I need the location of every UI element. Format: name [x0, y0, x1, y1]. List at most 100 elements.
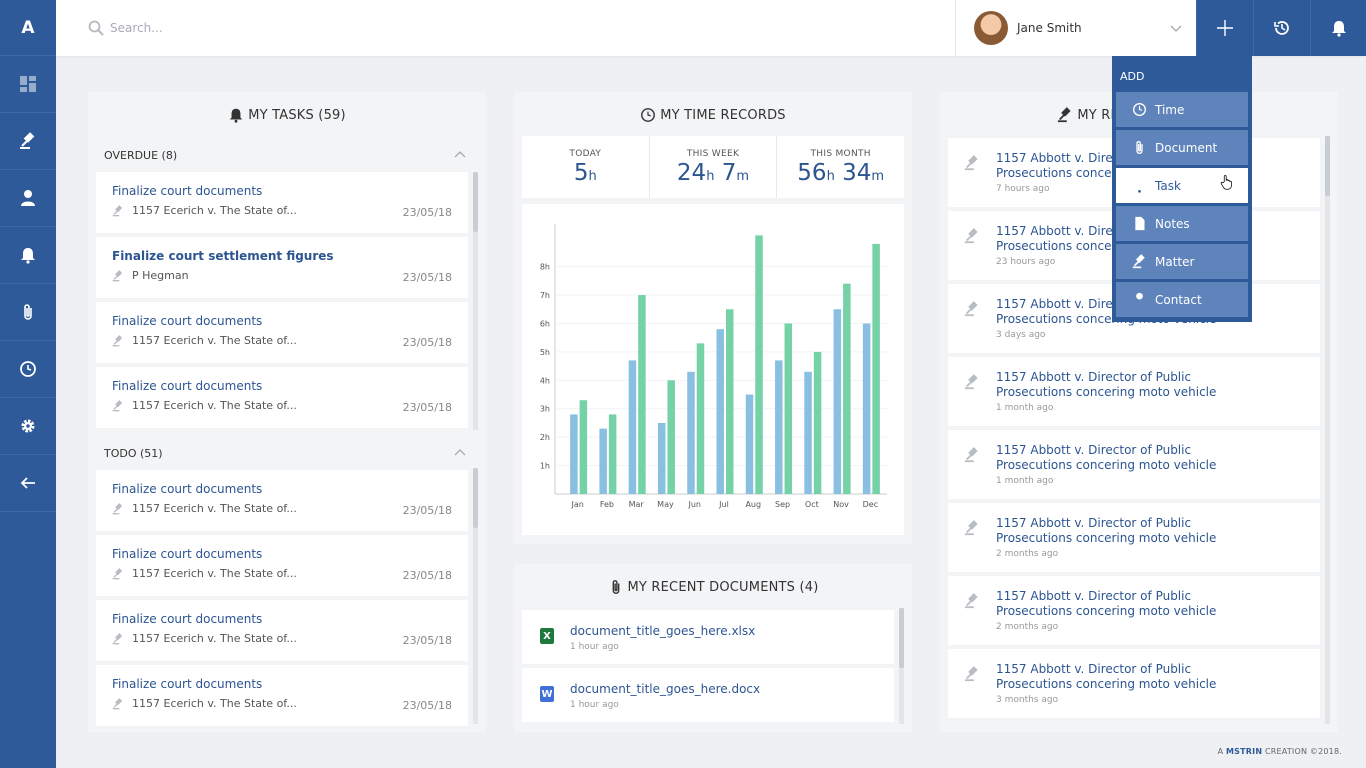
task-item[interactable]: Finalize court documents 1157 Ecerich v.…	[96, 535, 468, 596]
matter-item[interactable]: 1157 Abbott v. Director of Public Prosec…	[948, 503, 1320, 572]
plus-icon	[1217, 20, 1233, 36]
bar-blue-jun	[687, 371, 695, 494]
gavel-icon	[964, 447, 978, 463]
bar-blue-dec	[862, 323, 871, 494]
sidebar-item-settings[interactable]	[0, 398, 56, 455]
sidebar-item-time[interactable]	[0, 341, 56, 398]
task-item[interactable]: Finalize court documents 1157 Ecerich v.…	[96, 172, 468, 233]
task-matter: 1157 Ecerich v. The State of...	[132, 632, 297, 645]
bell-icon	[21, 248, 35, 264]
notifications-button[interactable]	[1310, 0, 1366, 56]
x-tick-label: May	[657, 500, 674, 509]
task-title[interactable]: Finalize court documents	[112, 314, 263, 328]
task-title[interactable]: Finalize court documents	[112, 482, 263, 496]
top-bar: Jane Smith	[56, 0, 1366, 56]
bell-icon	[1138, 190, 1141, 193]
task-item[interactable]: Finalize court documents 1157 Ecerich v.…	[96, 302, 468, 363]
add-menu-item-matter[interactable]: Matter	[1116, 244, 1248, 279]
sidebar: A	[0, 0, 56, 768]
document-list: X document_title_goes_here.xlsx 1 hour a…	[514, 610, 912, 722]
task-item[interactable]: Finalize court documents 1157 Ecerich v.…	[96, 470, 468, 531]
gavel-icon	[20, 132, 35, 149]
add-dropdown: ADD Time Document Task Notes Matter Contact	[1112, 56, 1252, 322]
matters-scroll-thumb[interactable]	[1325, 136, 1330, 196]
task-title[interactable]: Finalize court documents	[112, 547, 263, 561]
task-matter: 1157 Ecerich v. The State of...	[132, 697, 297, 710]
add-menu-item-task[interactable]: Task	[1116, 168, 1248, 203]
sidebar-item-documents[interactable]	[0, 284, 56, 341]
add-dropdown-header: ADD	[1120, 69, 1145, 83]
task-title[interactable]: Finalize court documents	[112, 677, 263, 691]
document-name[interactable]: document_title_goes_here.docx	[570, 682, 761, 696]
sidebar-item-tasks[interactable]	[0, 227, 56, 284]
history-button[interactable]	[1253, 0, 1310, 56]
matter-item[interactable]: 1157 Abbott v. Director of Public Prosec…	[948, 357, 1320, 426]
matter-time: 2 months ago	[996, 549, 1059, 559]
task-title[interactable]: Finalize court documents	[112, 184, 263, 198]
paperclip-icon	[612, 580, 619, 594]
chevron-up-icon	[454, 449, 466, 456]
sidebar-item-collapse[interactable]	[0, 455, 56, 512]
add-button[interactable]	[1196, 0, 1253, 56]
task-item[interactable]: Finalize court documents 1157 Ecerich v.…	[96, 600, 468, 661]
matter-item[interactable]: 1157 Abbott v. Director of Public Prosec…	[948, 430, 1320, 499]
task-date: 23/05/18	[402, 206, 452, 219]
x-tick-label: Jan	[570, 500, 583, 509]
gavel-icon	[112, 204, 123, 216]
gavel-icon	[112, 502, 123, 514]
overdue-scroll-thumb[interactable]	[473, 172, 478, 232]
add-menu-item-document[interactable]: Document	[1116, 130, 1248, 165]
task-date: 23/05/18	[402, 569, 452, 582]
task-item[interactable]: Finalize court settlement figures P Hegm…	[96, 237, 468, 298]
matter-title[interactable]: 1157 Abbott v. Director of Public Prosec…	[996, 516, 1217, 545]
overdue-group-header[interactable]: OVERDUE (8)	[88, 138, 486, 172]
document-item[interactable]: W document_title_goes_here.docx 1 hour a…	[522, 668, 894, 722]
sidebar-item-matters[interactable]	[0, 113, 56, 170]
task-title[interactable]: Finalize court documents	[112, 612, 263, 626]
user-menu[interactable]: Jane Smith	[955, 0, 1196, 56]
matter-item[interactable]: 1157 Abbott v. Director of Public Prosec…	[948, 649, 1320, 718]
task-title[interactable]: Finalize court settlement figures	[112, 249, 334, 263]
time-bar-chart: 1h 2h 3h 4h 5h 6h 7h 8h Jan Feb Mar May Jun Jul Aug Sep…	[540, 224, 887, 509]
add-menu-item-contact[interactable]: Contact	[1116, 282, 1248, 317]
matter-item[interactable]: 1157 Abbott v. Director of Public Prosec…	[948, 576, 1320, 645]
overdue-scrollbar[interactable]	[473, 172, 478, 430]
task-title[interactable]: Finalize court documents	[112, 379, 263, 393]
todo-scroll-thumb[interactable]	[473, 468, 478, 528]
sidebar-item-contacts[interactable]	[0, 170, 56, 227]
documents-scroll-thumb[interactable]	[899, 608, 904, 668]
matters-scrollbar[interactable]	[1325, 136, 1330, 724]
bar-green-nov	[843, 283, 851, 494]
todo-group-header[interactable]: TODO (51)	[88, 436, 486, 470]
clock-icon	[1133, 103, 1146, 116]
gavel-icon	[964, 593, 978, 609]
gavel-icon	[112, 269, 123, 281]
matter-title[interactable]: 1157 Abbott v. Director of Public Prosec…	[996, 443, 1217, 472]
matter-title[interactable]: 1157 Abbott v. Director of Public Prosec…	[996, 370, 1217, 399]
bar-green-jun	[696, 343, 705, 494]
matter-title[interactable]: 1157 Abbott v. Director of Public Prosec…	[996, 662, 1217, 691]
bar-blue-jul	[716, 329, 724, 494]
document-item[interactable]: X document_title_goes_here.xlsx 1 hour a…	[522, 610, 894, 664]
matter-time: 23 hours ago	[996, 257, 1056, 267]
y-tick-label: 8h	[540, 263, 550, 272]
sidebar-item-dashboard[interactable]	[0, 56, 56, 113]
task-item[interactable]: Finalize court documents 1157 Ecerich v.…	[96, 367, 468, 428]
stat-this-week: THIS WEEK 24h 7m	[650, 136, 778, 198]
search-input[interactable]	[110, 21, 510, 35]
matter-title[interactable]: 1157 Abbott v. Director of Public Prosec…	[996, 589, 1217, 618]
document-name[interactable]: document_title_goes_here.xlsx	[570, 624, 756, 638]
task-matter: 1157 Ecerich v. The State of...	[132, 567, 297, 580]
add-menu-item-time[interactable]: Time	[1116, 92, 1248, 127]
documents-scrollbar[interactable]	[899, 608, 904, 724]
x-tick-label: Jun	[687, 500, 701, 509]
task-item[interactable]: Finalize court documents 1157 Ecerich v.…	[96, 665, 468, 726]
todo-scrollbar[interactable]	[473, 468, 478, 724]
app-logo[interactable]: A	[0, 0, 56, 56]
y-tick-label: 1h	[540, 462, 550, 471]
document-time: 1 hour ago	[570, 700, 619, 710]
add-menu-item-notes[interactable]: Notes	[1116, 206, 1248, 241]
paperclip-icon	[1136, 141, 1143, 154]
task-matter: 1157 Ecerich v. The State of...	[132, 204, 297, 217]
bar-green-dec	[872, 243, 880, 494]
